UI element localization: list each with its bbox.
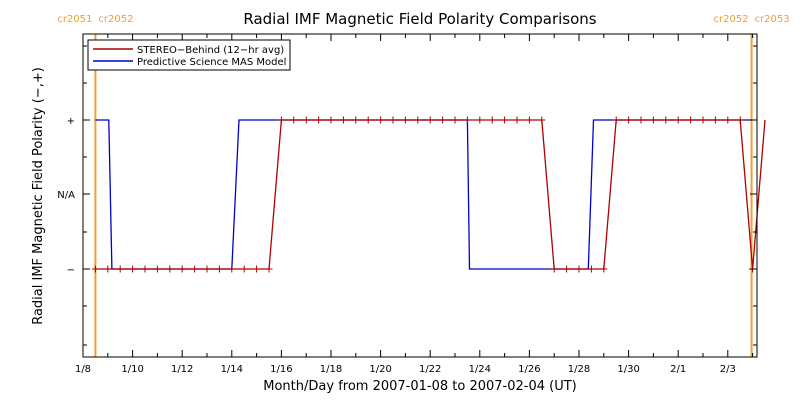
legend: STEREO−Behind (12−hr avg) Predictive Sci…	[87, 39, 291, 71]
data-point-stereo	[587, 265, 595, 273]
data-point-stereo	[116, 265, 124, 273]
data-point-stereo	[451, 116, 459, 124]
carrington-label-left: cr2051	[57, 14, 92, 25]
data-point-stereo	[91, 265, 99, 273]
data-point-stereo	[228, 265, 236, 273]
data-point-stereo	[513, 116, 521, 124]
data-point-stereo	[463, 116, 471, 124]
data-point-stereo	[711, 116, 719, 124]
data-point-stereo	[736, 116, 744, 124]
x-tick-label: 1/18	[320, 364, 342, 375]
data-point-stereo	[352, 116, 360, 124]
data-point-stereo	[153, 265, 161, 273]
x-tick-label: 1/14	[221, 364, 243, 375]
data-point-stereo	[191, 265, 199, 273]
data-point-stereo	[178, 265, 186, 273]
data-point-stereo	[141, 265, 149, 273]
data-point-stereo	[290, 116, 298, 124]
x-tick-label: 2/3	[720, 364, 736, 375]
legend-label-mas: Predictive Science MAS Model	[137, 57, 286, 68]
data-point-stereo	[401, 116, 409, 124]
data-point-stereo	[600, 265, 608, 273]
data-point-stereo	[724, 116, 732, 124]
data-point-stereo	[265, 265, 273, 273]
x-tick-label: 1/12	[171, 364, 193, 375]
data-point-stereo	[699, 116, 707, 124]
data-point-stereo	[315, 116, 323, 124]
x-tick-label: 1/28	[568, 364, 590, 375]
data-point-stereo	[364, 116, 372, 124]
legend-label-stereo: STEREO−Behind (12−hr avg)	[137, 45, 284, 56]
y-tick-label: +	[67, 116, 75, 127]
y-tick-label: N/A	[57, 190, 75, 201]
data-point-stereo	[625, 116, 633, 124]
data-point-stereo	[501, 116, 509, 124]
data-point-stereo	[575, 265, 583, 273]
data-point-stereo	[662, 116, 670, 124]
x-tick-label: 1/16	[270, 364, 292, 375]
x-tick-label: 2/1	[670, 364, 686, 375]
data-point-stereo	[302, 116, 310, 124]
chart-title: Radial IMF Magnetic Field Polarity Compa…	[243, 10, 596, 28]
data-point-stereo	[637, 116, 645, 124]
data-point-stereo	[166, 265, 174, 273]
data-point-stereo	[414, 116, 422, 124]
data-point-stereo	[327, 116, 335, 124]
data-point-stereo	[649, 116, 657, 124]
data-point-stereo	[377, 116, 385, 124]
x-axis-label: Month/Day from 2007-01-08 to 2007-02-04 …	[263, 379, 576, 394]
data-point-stereo	[215, 265, 223, 273]
data-point-stereo	[550, 265, 558, 273]
x-tick-label: 1/26	[518, 364, 540, 375]
x-tick-label: 1/24	[469, 364, 491, 375]
y-axis-ticks: − N/A +	[57, 45, 757, 346]
carrington-lines	[94, 34, 753, 357]
data-point-stereo	[389, 116, 397, 124]
data-point-stereo	[439, 116, 447, 124]
x-tick-label: 1/10	[121, 364, 143, 375]
data-point-stereo	[674, 116, 682, 124]
plot-frame	[82, 33, 758, 358]
data-point-stereo	[426, 116, 434, 124]
carrington-labels: cr2051 cr2052 cr2052 cr2053	[57, 14, 789, 25]
data-point-stereo	[488, 116, 496, 124]
data-point-stereo	[525, 116, 533, 124]
data-point-stereo	[563, 265, 571, 273]
series-layer	[91, 116, 766, 273]
data-point-stereo	[203, 265, 211, 273]
x-tick-label: 1/22	[419, 364, 441, 375]
data-point-stereo	[538, 116, 546, 124]
data-point-stereo	[339, 116, 347, 124]
data-point-stereo	[253, 265, 261, 273]
carrington-label-left: cr2052	[714, 14, 749, 25]
x-tick-label: 1/30	[617, 364, 639, 375]
data-point-stereo	[612, 116, 620, 124]
data-point-stereo	[240, 265, 248, 273]
legend-box	[87, 39, 291, 71]
x-tick-label: 1/8	[75, 364, 91, 375]
data-point-stereo	[277, 116, 285, 124]
carrington-label-right: cr2053	[755, 14, 790, 25]
y-tick-label: −	[67, 265, 75, 276]
data-point-stereo	[104, 265, 112, 273]
x-axis-ticks: 1/8 1/10 1/12 1/14 1/16 1/18 1/20 1/22 1/24 1/26 1…	[75, 34, 754, 375]
carrington-label-right: cr2052	[98, 14, 133, 25]
x-tick-label: 1/20	[369, 364, 391, 375]
y-axis-label: Radial IMF Magnetic Field Polarity (−,+)	[31, 67, 46, 325]
data-point-stereo	[129, 265, 137, 273]
data-point-stereo	[687, 116, 695, 124]
data-point-stereo	[476, 116, 484, 124]
